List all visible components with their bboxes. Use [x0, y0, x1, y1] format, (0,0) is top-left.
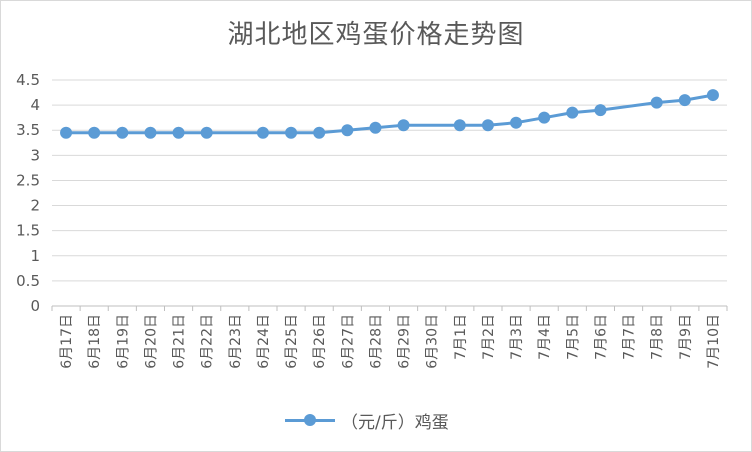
legend-label: （元/斤）鸡蛋 [341, 412, 449, 433]
chart-title: 湖北地区鸡蛋价格走势图 [227, 20, 525, 50]
y-tick-label: 2.5 [16, 171, 40, 189]
x-tick-label: 7月4日 [537, 314, 553, 360]
x-tick-label: 7月1日 [453, 314, 469, 360]
data-point [453, 119, 466, 132]
legend: （元/斤）鸡蛋 [285, 408, 449, 433]
x-tick-label: 6月25日 [284, 314, 300, 369]
x-tick-label: 7月9日 [678, 314, 694, 360]
x-tick-label: 6月20日 [143, 314, 159, 369]
x-tick-label: 6月22日 [200, 314, 216, 369]
x-tick-label: 7月2日 [481, 314, 497, 360]
data-point [397, 119, 410, 132]
y-tick-label: 1 [30, 247, 40, 265]
x-tick-label: 6月30日 [425, 314, 441, 369]
y-tick-label: 3.5 [16, 121, 40, 139]
x-tick-label: 7月7日 [622, 314, 638, 360]
x-tick-label: 6月27日 [340, 314, 356, 369]
data-point [369, 121, 382, 134]
data-point [256, 126, 269, 139]
x-tick-label: 6月17日 [59, 314, 75, 369]
data-point [706, 89, 719, 102]
x-tick-label: 6月28日 [368, 314, 384, 369]
x-tick-label: 6月24日 [256, 314, 272, 369]
x-tick-label: 6月21日 [172, 314, 188, 369]
data-point [285, 126, 298, 139]
y-tick-label: 0.5 [16, 272, 40, 290]
x-tick-label: 6月18日 [87, 314, 103, 369]
x-tick-label: 7月5日 [565, 314, 581, 360]
y-tick-label: 2 [30, 197, 40, 215]
y-tick-label: 4 [30, 96, 40, 114]
y-tick-label: 1.5 [16, 222, 40, 240]
y-tick-label: 4.5 [16, 71, 40, 89]
x-tick-label: 7月6日 [593, 314, 609, 360]
data-point [60, 126, 73, 139]
data-point [594, 104, 607, 117]
series-line [66, 93, 714, 135]
x-tick-label: 6月19日 [115, 314, 131, 369]
data-point [678, 94, 691, 107]
data-point [88, 126, 101, 139]
data-point [566, 106, 579, 119]
legend-swatch [285, 408, 335, 432]
legend-marker [304, 414, 316, 426]
y-tick-label: 0 [30, 297, 40, 315]
data-point [538, 111, 551, 124]
x-tick-label: 7月10日 [706, 314, 722, 369]
data-point [313, 126, 326, 139]
data-point [510, 116, 523, 129]
data-point [116, 126, 129, 139]
data-point [650, 96, 663, 109]
data-point [144, 126, 157, 139]
x-tick-label: 7月3日 [509, 314, 525, 360]
data-point [481, 119, 494, 132]
data-point [172, 126, 185, 139]
x-tick-label: 7月8日 [650, 314, 666, 360]
y-tick-label: 3 [30, 146, 40, 164]
data-point [200, 126, 213, 139]
x-tick-label: 6月29日 [397, 314, 413, 369]
data-point [341, 124, 354, 137]
x-tick-label: 6月23日 [228, 314, 244, 369]
x-tick-label: 6月26日 [312, 314, 328, 369]
